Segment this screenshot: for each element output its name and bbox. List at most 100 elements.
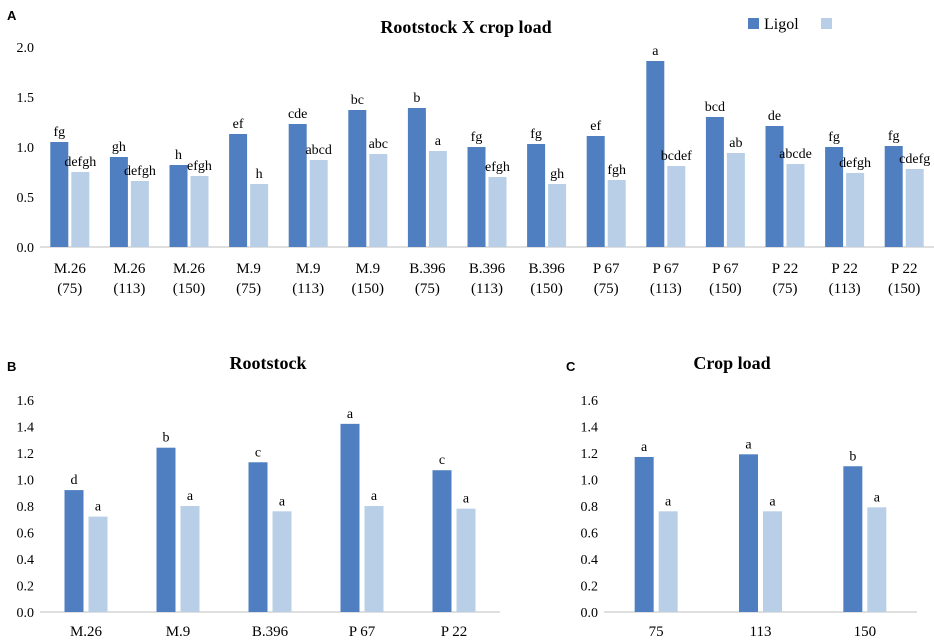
significance-label: cdefg — [899, 152, 930, 167]
x-tick-label: 150 — [854, 624, 877, 640]
significance-label: defgh — [64, 155, 96, 170]
bar-second — [88, 516, 108, 612]
y-tick-label: 1.6 — [581, 394, 599, 409]
significance-label: b — [163, 431, 170, 446]
significance-label: c — [255, 445, 261, 460]
significance-label: a — [279, 494, 286, 509]
x-tick-label: 113 — [750, 624, 772, 640]
significance-label: ab — [729, 136, 742, 151]
significance-label: bc — [351, 93, 364, 108]
significance-label: ef — [233, 117, 244, 132]
significance-label: b — [849, 449, 856, 464]
chart-title-a: Rootstock X crop load — [380, 17, 551, 37]
y-tick-label: 0.0 — [581, 606, 599, 621]
significance-label: a — [371, 489, 378, 504]
y-tick-label: 1.4 — [17, 421, 35, 436]
x-tick-sublabel: (113) — [292, 281, 324, 297]
x-tick-sublabel: (113) — [650, 281, 682, 297]
bar-ligol — [50, 142, 69, 247]
bar-ligol — [248, 462, 268, 612]
bar-ligol — [229, 134, 248, 247]
significance-label: a — [463, 492, 470, 507]
legend-swatch-ligol — [748, 18, 759, 29]
x-tick-label: P 22 — [772, 261, 799, 277]
y-tick-label: 1.0 — [17, 141, 35, 156]
bar-ligol — [527, 144, 546, 247]
y-tick-label: 0.2 — [17, 580, 35, 595]
significance-label: a — [347, 407, 354, 422]
y-tick-label: 1.4 — [581, 421, 599, 436]
y-tick-label: 2.0 — [17, 41, 35, 56]
panel-c: C Crop load 0.0 0.2 0.4 0.6 0.8 1.0 1.2 1.4 1.6 a… — [566, 353, 917, 640]
panel-letter-b: B — [7, 359, 16, 374]
y-tick-label: 1.2 — [17, 447, 35, 462]
bar-second — [658, 511, 678, 612]
bar-ligol — [156, 447, 176, 612]
significance-label: abcde — [779, 147, 812, 162]
significance-label: defgh — [124, 164, 156, 179]
bar-ligol — [739, 454, 758, 612]
bar-ligol — [407, 108, 426, 247]
legend-label-ligol: Ligol — [764, 16, 799, 33]
x-tick-label: M.26 — [173, 261, 206, 277]
bar-second — [905, 169, 924, 247]
y-tick-label: 1.6 — [17, 394, 35, 409]
significance-label: a — [187, 489, 194, 504]
bar-ligol — [765, 126, 784, 247]
x-tick-label: P 22 — [831, 261, 858, 277]
x-tick-sublabel: (75) — [594, 281, 619, 297]
bar-ligol — [348, 110, 367, 247]
significance-label: a — [652, 44, 659, 59]
x-tick-sublabel: (113) — [829, 281, 861, 297]
significance-label: c — [439, 453, 445, 468]
bar-second — [846, 173, 865, 247]
bar-second — [71, 172, 90, 247]
bar-ligol — [586, 136, 605, 247]
significance-label: cde — [288, 107, 307, 122]
significance-label: h — [175, 148, 182, 163]
bar-second — [250, 184, 269, 247]
x-tick-sublabel: (150) — [352, 281, 385, 297]
x-tick-sublabel: (150) — [888, 281, 921, 297]
y-tick-label: 1.0 — [17, 474, 35, 489]
panel-a: A Rootstock X crop load Ligol 0.0 0.5 1.0 1… — [7, 8, 934, 297]
bar-ligol — [467, 147, 486, 247]
significance-label: efgh — [485, 160, 510, 175]
significance-label: a — [769, 494, 776, 509]
significance-label: a — [641, 440, 648, 455]
x-tick-label: M.9 — [296, 261, 321, 277]
x-tick-sublabel: (75) — [236, 281, 261, 297]
y-tick-label: 0.6 — [17, 527, 35, 542]
significance-label: fg — [53, 125, 65, 140]
significance-label: fg — [530, 127, 542, 142]
chart-title-b: Rootstock — [230, 353, 307, 373]
y-tick-label: 0.8 — [581, 500, 599, 515]
x-tick-label: P 67 — [593, 261, 620, 277]
x-tick-label: M.26 — [70, 624, 103, 640]
x-tick-label: P 22 — [441, 624, 468, 640]
x-tick-label: P 67 — [349, 624, 376, 640]
bar-second — [190, 176, 209, 247]
significance-label: fg — [471, 130, 483, 145]
bar-ligol — [634, 456, 654, 612]
significance-label: de — [768, 109, 781, 124]
bar-second — [726, 153, 745, 247]
y-tick-label: 0.5 — [17, 191, 35, 206]
x-tick-sublabel: (75) — [57, 281, 82, 297]
y-tick-label: 1.5 — [17, 91, 35, 106]
bar-second — [548, 184, 567, 247]
panel-b: B Rootstock 0.0 0.2 0.4 0.6 0.8 1.0 1.2 1.4 1.6 d… — [7, 353, 500, 640]
y-tick-label: 0.0 — [17, 606, 35, 621]
legend-swatch-second — [821, 18, 832, 29]
significance-label: gh — [550, 167, 564, 182]
bar-second — [369, 154, 388, 247]
bar-ligol — [169, 165, 188, 247]
panel-letter-c: C — [566, 359, 576, 374]
x-tick-label: P 67 — [653, 261, 680, 277]
bar-second — [130, 181, 149, 247]
significance-label: fgh — [607, 163, 626, 178]
significance-label: d — [71, 473, 78, 488]
bar-ligol — [705, 117, 724, 247]
significance-label: b — [413, 91, 420, 106]
